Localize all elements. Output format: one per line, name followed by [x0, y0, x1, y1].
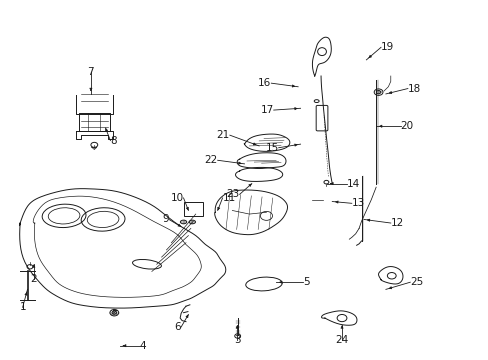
Text: 1: 1 — [20, 302, 26, 312]
Bar — [183, 202, 203, 216]
Text: 17: 17 — [260, 105, 273, 115]
Text: 14: 14 — [346, 179, 359, 189]
Text: 6: 6 — [174, 322, 181, 332]
Text: 21: 21 — [216, 130, 229, 140]
Text: 5: 5 — [303, 277, 309, 287]
Text: 7: 7 — [87, 67, 94, 77]
Text: 9: 9 — [162, 215, 168, 224]
Text: 22: 22 — [204, 155, 217, 165]
Text: 10: 10 — [170, 193, 183, 203]
Text: 19: 19 — [380, 42, 393, 52]
Text: 13: 13 — [351, 198, 364, 208]
Text: 12: 12 — [390, 218, 403, 228]
Text: 15: 15 — [265, 143, 278, 153]
Text: 16: 16 — [258, 78, 271, 88]
Text: 25: 25 — [409, 277, 423, 287]
Text: 23: 23 — [226, 189, 239, 199]
Text: 11: 11 — [222, 193, 235, 203]
Text: 8: 8 — [110, 136, 117, 145]
Text: 24: 24 — [335, 334, 348, 345]
Text: 20: 20 — [400, 121, 413, 131]
Text: 18: 18 — [407, 84, 420, 94]
Text: 2: 2 — [30, 274, 37, 284]
Text: 4: 4 — [140, 341, 146, 351]
Text: 3: 3 — [233, 334, 240, 345]
